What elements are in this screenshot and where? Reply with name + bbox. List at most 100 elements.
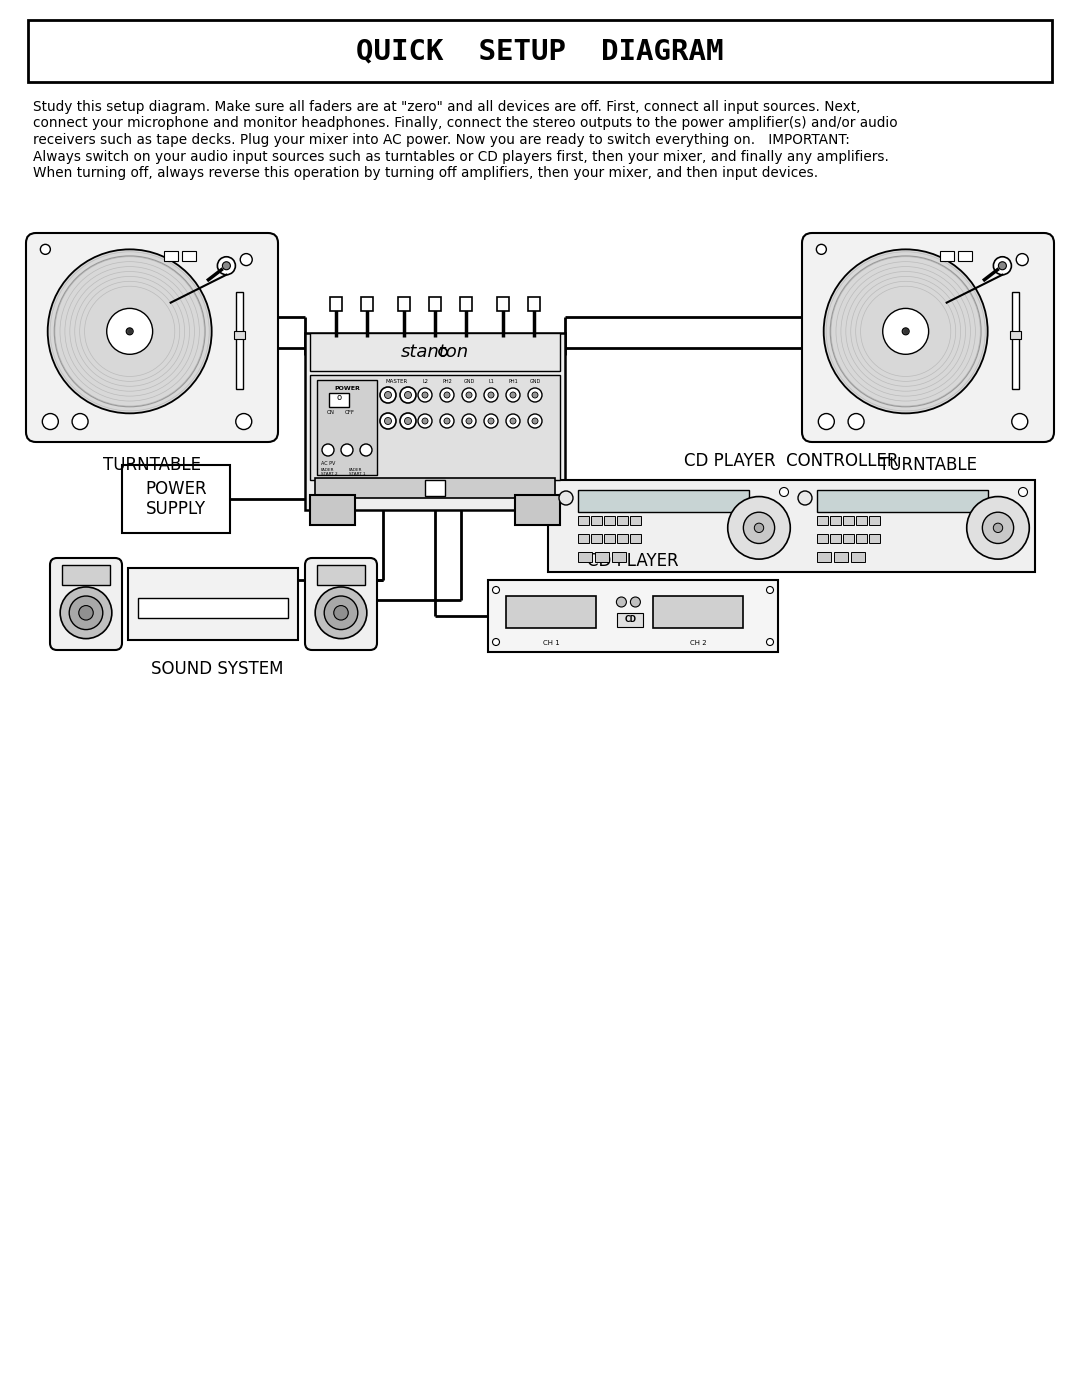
Bar — [604, 515, 615, 525]
Circle shape — [754, 522, 764, 532]
Bar — [591, 534, 602, 543]
Bar — [397, 298, 409, 312]
Bar — [63, 566, 110, 584]
Circle shape — [380, 387, 396, 402]
Bar — [488, 580, 778, 652]
Bar — [234, 331, 245, 339]
Circle shape — [528, 414, 542, 427]
Circle shape — [405, 391, 411, 398]
Circle shape — [617, 597, 626, 608]
Circle shape — [380, 414, 396, 429]
Text: OFF: OFF — [345, 409, 355, 415]
Bar — [958, 251, 972, 261]
Circle shape — [334, 605, 348, 620]
Bar — [329, 393, 349, 407]
Bar — [578, 534, 589, 543]
Text: CH 1: CH 1 — [542, 640, 559, 645]
Circle shape — [631, 597, 640, 608]
Bar — [831, 534, 841, 543]
Bar — [834, 552, 848, 562]
Circle shape — [767, 587, 773, 594]
Text: PH2: PH2 — [442, 379, 451, 384]
FancyBboxPatch shape — [802, 233, 1054, 441]
Bar — [1010, 331, 1022, 339]
Circle shape — [444, 418, 450, 425]
Circle shape — [72, 414, 89, 429]
Text: MASTER: MASTER — [386, 379, 408, 384]
Bar — [869, 534, 880, 543]
Bar — [595, 552, 609, 562]
Bar — [528, 298, 540, 312]
Text: CD PLAYER: CD PLAYER — [588, 552, 679, 570]
Bar — [1012, 292, 1020, 388]
Circle shape — [998, 261, 1007, 270]
Text: POWER: POWER — [334, 386, 360, 391]
Circle shape — [40, 244, 51, 254]
Circle shape — [400, 414, 416, 429]
Text: GND: GND — [463, 379, 474, 384]
Bar — [305, 332, 565, 510]
Text: SOUND SYSTEM: SOUND SYSTEM — [151, 659, 283, 678]
FancyBboxPatch shape — [50, 557, 122, 650]
Text: Study this setup diagram. Make sure all faders are at "zero" and all devices are: Study this setup diagram. Make sure all … — [33, 101, 861, 115]
Bar — [515, 495, 561, 525]
Circle shape — [222, 261, 230, 270]
Text: L1: L1 — [488, 379, 494, 384]
Circle shape — [484, 414, 498, 427]
Text: o: o — [337, 394, 341, 402]
Text: AC PV: AC PV — [321, 461, 336, 467]
Circle shape — [488, 393, 494, 398]
Bar — [591, 515, 602, 525]
Bar — [310, 374, 561, 481]
Circle shape — [324, 597, 357, 630]
Circle shape — [1012, 414, 1028, 429]
Circle shape — [994, 257, 1011, 275]
Circle shape — [819, 414, 835, 429]
Bar — [310, 332, 561, 372]
Bar — [28, 20, 1052, 82]
Circle shape — [780, 488, 788, 496]
Text: receivers such as tape decks. Plug your mixer into AC power. Now you are ready t: receivers such as tape decks. Plug your … — [33, 133, 850, 147]
Text: When turning off, always reverse this operation by turning off amplifiers, then : When turning off, always reverse this op… — [33, 166, 819, 180]
Bar — [653, 597, 743, 627]
Circle shape — [484, 388, 498, 402]
Circle shape — [465, 418, 472, 425]
Text: L2: L2 — [422, 379, 428, 384]
Circle shape — [559, 490, 573, 504]
Circle shape — [240, 254, 253, 265]
Circle shape — [902, 328, 909, 335]
Bar — [630, 534, 642, 543]
Circle shape — [510, 393, 516, 398]
Bar — [497, 298, 509, 312]
Circle shape — [360, 444, 372, 455]
Bar — [816, 534, 828, 543]
Text: QUICK  SETUP  DIAGRAM: QUICK SETUP DIAGRAM — [356, 36, 724, 66]
Circle shape — [824, 249, 988, 414]
Bar — [843, 515, 854, 525]
Bar — [315, 478, 555, 497]
Bar — [183, 251, 197, 261]
Circle shape — [462, 388, 476, 402]
Circle shape — [79, 605, 93, 620]
Circle shape — [384, 418, 391, 425]
Circle shape — [510, 418, 516, 425]
Circle shape — [400, 387, 416, 402]
Circle shape — [528, 388, 542, 402]
Circle shape — [107, 309, 152, 355]
Bar — [856, 534, 867, 543]
Text: CD PLAYER  CONTROLLER: CD PLAYER CONTROLLER — [685, 453, 899, 469]
Text: FADER
START 1: FADER START 1 — [349, 468, 365, 476]
Text: TURNTABLE: TURNTABLE — [103, 455, 201, 474]
Bar — [330, 298, 342, 312]
Circle shape — [48, 249, 212, 414]
Bar — [138, 598, 288, 619]
Text: POWER
SUPPLY: POWER SUPPLY — [145, 479, 206, 518]
Circle shape — [462, 414, 476, 427]
Circle shape — [507, 388, 519, 402]
Bar — [164, 251, 178, 261]
Circle shape — [422, 393, 428, 398]
Circle shape — [882, 309, 929, 355]
Circle shape — [1018, 488, 1027, 496]
FancyBboxPatch shape — [305, 557, 377, 650]
Text: Always switch on your audio input sources such as turntables or CD players first: Always switch on your audio input source… — [33, 149, 889, 163]
